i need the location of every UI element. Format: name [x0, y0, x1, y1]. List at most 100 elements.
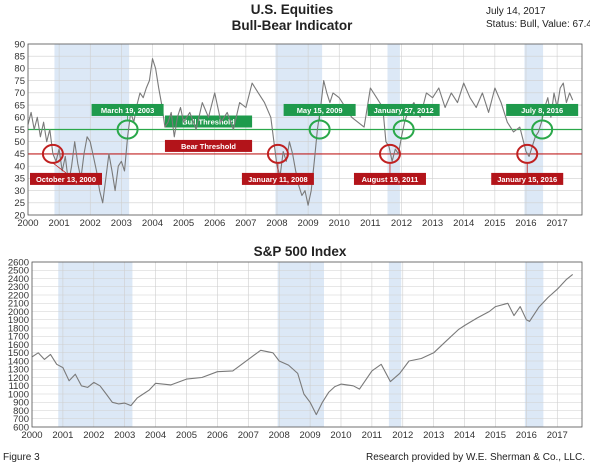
bear-threshold-label: Bear Threshold: [181, 142, 236, 151]
annotation-leader: [52, 162, 67, 174]
y-tick-label: 2600: [8, 257, 29, 268]
y-tick-label: 800: [13, 406, 29, 417]
x-tick-label: 2017: [547, 430, 568, 441]
y-tick-label: 1000: [8, 389, 29, 400]
y-tick-label: 2100: [8, 299, 29, 310]
indicator-title-line2: Bull-Bear Indicator: [232, 18, 354, 33]
x-tick-label: 2007: [235, 218, 256, 229]
x-tick-label: 2006: [204, 218, 225, 229]
y-tick-label: 2000: [8, 307, 29, 318]
x-tick-label: 2001: [49, 218, 70, 229]
y-tick-label: 35: [14, 174, 25, 185]
x-tick-label: 2002: [80, 218, 101, 229]
report-date: July 14, 2017: [486, 6, 546, 17]
y-tick-label: 25: [14, 198, 25, 209]
sp500-index-chart: 6007008009001000110012001300140015001600…: [8, 257, 583, 441]
y-tick-label: 65: [14, 100, 25, 111]
bear-date-tag: [491, 172, 564, 185]
bull-date-tag: [367, 103, 440, 116]
y-tick-label: 700: [13, 414, 29, 425]
x-tick-label: 2009: [300, 430, 321, 441]
y-tick-label: 1400: [8, 356, 29, 367]
y-tick-label: 75: [14, 76, 25, 87]
bull-threshold-label: Bull Threshold: [182, 118, 235, 127]
x-tick-label: 2010: [329, 218, 350, 229]
y-tick-label: 2200: [8, 290, 29, 301]
status-text: Status: Bull, Value: 67.48: [486, 19, 590, 30]
x-tick-label: 2000: [17, 218, 38, 229]
y-tick-label: 1100: [9, 381, 29, 392]
x-tick-label: 2014: [453, 218, 474, 229]
indicator-title-line1: U.S. Equities: [251, 2, 334, 17]
bull-date-tag: [91, 103, 164, 116]
x-tick-label: 2007: [238, 430, 259, 441]
x-tick-label: 2012: [391, 218, 412, 229]
x-tick-label: 2009: [298, 218, 319, 229]
x-tick-label: 2002: [83, 430, 104, 441]
y-tick-label: 1200: [8, 373, 29, 384]
x-tick-label: 2008: [269, 430, 290, 441]
x-tick-label: 2001: [52, 430, 73, 441]
y-tick-label: 1500: [8, 348, 29, 359]
bear-date-tag: [30, 172, 102, 185]
x-tick-label: 2006: [207, 430, 228, 441]
x-tick-label: 2011: [360, 218, 380, 229]
x-tick-label: 2011: [362, 430, 382, 441]
y-tick-label: 50: [14, 137, 25, 148]
plot-frame: [31, 261, 583, 428]
x-tick-label: 2003: [111, 218, 132, 229]
sp500-series-line: [31, 273, 574, 416]
x-tick-label: 2010: [330, 430, 351, 441]
y-tick-label: 30: [14, 186, 25, 197]
x-tick-label: 2016: [515, 218, 536, 229]
x-tick-label: 2016: [516, 430, 537, 441]
x-tick-label: 2005: [176, 430, 197, 441]
y-tick-label: 90: [14, 39, 25, 50]
sp500-chart-title: S&P 500 Index: [254, 244, 347, 259]
plot-frame: [27, 43, 583, 216]
annotation-date-label: March 19, 2003: [101, 106, 154, 115]
y-tick-label: 1900: [8, 315, 29, 326]
y-tick-label: 2400: [8, 274, 29, 285]
annotation-date-label: October 13, 2000: [36, 175, 96, 184]
annotation-date-label: January 27, 2012: [374, 106, 434, 115]
bear-date-tag: [353, 172, 426, 185]
y-tick-label: 2500: [8, 266, 29, 277]
bear-threshold-tag: [164, 139, 253, 152]
y-tick-label: 900: [13, 398, 29, 409]
y-tick-label: 600: [13, 422, 29, 433]
x-tick-label: 2004: [145, 430, 166, 441]
bull-threshold-tag: [164, 115, 253, 128]
x-tick-label: 2008: [266, 218, 287, 229]
y-tick-label: 2300: [8, 282, 29, 293]
bear-date-tag: [241, 172, 314, 185]
x-tick-label: 2003: [114, 430, 135, 441]
y-tick-label: 1600: [8, 340, 29, 351]
bull-date-tag: [283, 103, 356, 116]
y-tick-label: 45: [14, 149, 25, 160]
x-tick-label: 2015: [485, 430, 506, 441]
x-tick-label: 2013: [422, 218, 443, 229]
x-tick-label: 2017: [547, 218, 568, 229]
x-tick-label: 2012: [392, 430, 413, 441]
y-tick-label: 1700: [8, 332, 29, 343]
figure-label: Figure 3: [3, 452, 40, 463]
x-tick-label: 2000: [21, 430, 42, 441]
y-tick-label: 1800: [8, 323, 29, 334]
x-tick-label: 2015: [484, 218, 505, 229]
annotation-date-label: July 8, 2016: [521, 106, 563, 115]
y-tick-label: 40: [14, 161, 25, 172]
y-tick-label: 60: [14, 113, 25, 124]
y-tick-label: 80: [14, 64, 25, 75]
bull-date-tag: [506, 103, 579, 116]
x-tick-label: 2004: [142, 218, 163, 229]
annotation-date-label: May 15, 2009: [297, 106, 343, 115]
y-tick-label: 55: [14, 125, 25, 136]
x-tick-label: 2013: [423, 430, 444, 441]
annotation-date-label: January 11, 2008: [248, 175, 308, 184]
x-tick-label: 2014: [454, 430, 475, 441]
y-tick-label: 20: [14, 210, 25, 221]
y-tick-label: 1300: [8, 365, 29, 376]
